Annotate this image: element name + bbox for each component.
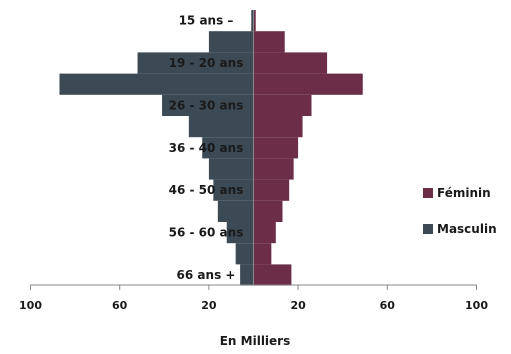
category-label-8: 46 - 50 ans (169, 183, 244, 197)
bar-feminin-4 (253, 94, 312, 116)
x-tick-label-5: 100 (465, 299, 488, 312)
bar-feminin-5 (253, 116, 303, 138)
bar-feminin-6 (253, 137, 299, 159)
bar-feminin-9 (253, 200, 283, 222)
legend-swatch-feminin (423, 188, 433, 198)
category-label-4: 26 - 30 ans (169, 98, 244, 112)
bar-masculin-0 (251, 10, 254, 32)
category-label-2: 19 - 20 ans (169, 56, 244, 70)
bar-feminin-7 (253, 158, 294, 180)
category-label-6: 36 - 40 ans (169, 141, 244, 155)
legend-label-feminin: Féminin (437, 186, 491, 200)
bar-feminin-11 (253, 243, 272, 265)
bar-masculin-5 (188, 116, 254, 138)
bar-feminin-10 (253, 222, 276, 244)
bar-feminin-0 (253, 10, 256, 32)
bar-masculin-6 (202, 137, 254, 159)
bar-feminin-2 (253, 52, 328, 74)
x-tick-label-3: 20 (290, 299, 306, 312)
bar-feminin-1 (253, 31, 285, 53)
legend: Féminin Masculin (423, 186, 497, 236)
bar-masculin-11 (235, 243, 254, 265)
legend-swatch-masculin (423, 224, 433, 234)
bar-masculin-10 (226, 222, 254, 244)
category-label-10: 56 - 60 ans (169, 226, 244, 240)
x-tick-label-2: 20 (201, 299, 217, 312)
bar-masculin-3 (59, 73, 254, 95)
bar-feminin-8 (253, 179, 290, 201)
bar-feminin-12 (253, 264, 292, 286)
bar-masculin-9 (217, 200, 254, 222)
bar-masculin-1 (208, 31, 254, 53)
category-labels-group: 15 ans – 19 - 20 ans 26 - 30 ans 36 - 40 an… (169, 14, 244, 282)
category-label-0: 15 ans – (179, 14, 234, 28)
x-tick-label-4: 60 (380, 299, 396, 312)
legend-label-masculin: Masculin (437, 222, 497, 236)
x-tick-label-1: 60 (112, 299, 128, 312)
category-label-12: 66 ans + (177, 268, 236, 282)
bar-feminin-3 (253, 73, 363, 95)
x-tick-label-0: 100 (19, 299, 42, 312)
x-ticks-group: 100 60 20 20 60 100 (19, 285, 488, 312)
bars-group (59, 10, 363, 286)
bar-masculin-2 (137, 52, 254, 74)
bar-masculin-4 (162, 94, 254, 116)
bar-masculin-12 (240, 264, 254, 286)
x-axis-title: En Milliers (220, 334, 291, 348)
bar-masculin-8 (213, 179, 254, 201)
bar-masculin-7 (208, 158, 254, 180)
